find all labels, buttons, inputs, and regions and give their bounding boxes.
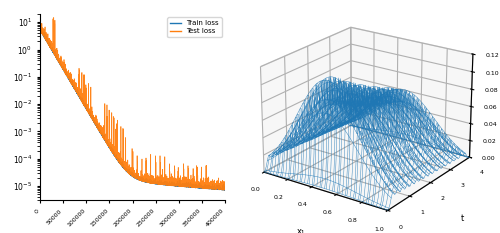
X-axis label: x₁: x₁	[296, 227, 305, 233]
Legend: Train loss, Test loss: Train loss, Test loss	[168, 17, 222, 37]
Y-axis label: t: t	[461, 214, 464, 223]
